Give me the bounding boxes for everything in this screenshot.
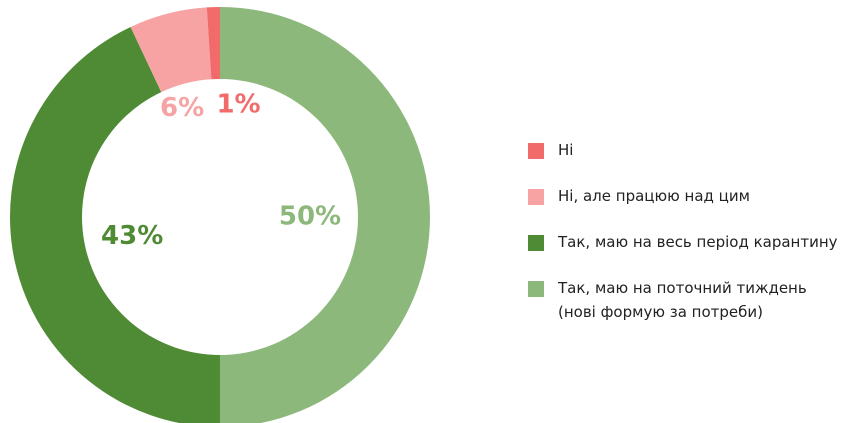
legend-swatch bbox=[528, 189, 544, 205]
legend-swatch bbox=[528, 235, 544, 251]
legend: Ні Ні, але працюю над цим Так, маю на весь… bbox=[528, 140, 863, 348]
legend-item: Ні bbox=[528, 140, 863, 162]
legend-label: Так, маю на весь період карантину bbox=[558, 233, 838, 251]
value-label: 50% bbox=[279, 202, 341, 232]
donut-segment bbox=[206, 7, 220, 80]
value-label: 1% bbox=[216, 90, 260, 120]
legend-item: Так, маю на весь період карантину bbox=[528, 232, 863, 254]
donut: 50% 43% 6% 1% bbox=[10, 7, 430, 423]
legend-swatch bbox=[528, 143, 544, 159]
value-label: 6% bbox=[160, 93, 204, 123]
legend-label: Ні bbox=[558, 141, 574, 159]
donut-segment bbox=[130, 7, 212, 93]
legend-swatch bbox=[528, 281, 544, 297]
value-label: 43% bbox=[101, 221, 163, 251]
legend-label: Так, маю на поточний тиждень (нові форму… bbox=[558, 279, 807, 321]
legend-label: Ні, але працюю над цим bbox=[558, 187, 750, 205]
legend-item: Ні, але працюю над цим bbox=[528, 186, 863, 208]
donut-segment bbox=[10, 26, 220, 423]
legend-item: Так, маю на поточний тиждень (нові форму… bbox=[528, 278, 863, 324]
donut-segment bbox=[220, 7, 430, 423]
